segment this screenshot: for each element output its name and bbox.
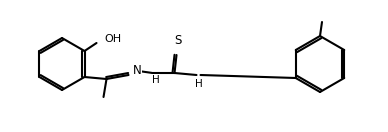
Text: H: H <box>152 75 159 85</box>
Text: S: S <box>174 34 181 47</box>
Text: H: H <box>195 79 203 89</box>
Text: N: N <box>133 65 141 77</box>
Text: OH: OH <box>104 34 122 44</box>
